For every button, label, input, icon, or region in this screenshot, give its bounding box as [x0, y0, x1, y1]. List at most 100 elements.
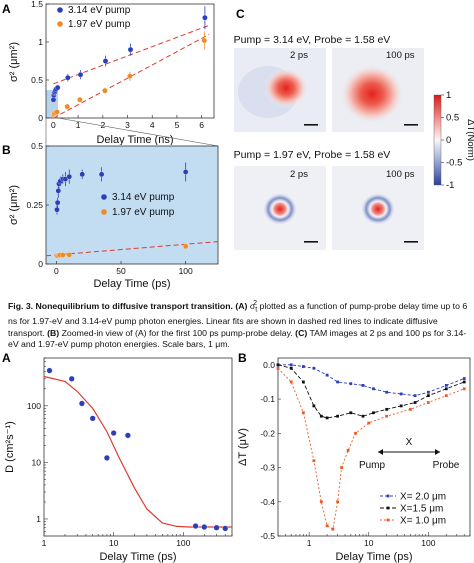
legend-label: X= 1.0 μm: [400, 516, 446, 527]
data-point: [201, 524, 208, 530]
legend-marker: [386, 506, 390, 510]
data-point: [102, 87, 108, 94]
x-tick-label: 0: [51, 120, 56, 130]
tam-spot: [340, 64, 404, 124]
y-tick-label: 10: [32, 457, 42, 467]
fig4a-axes: 1 10 100 1 10 100: [27, 357, 233, 548]
data-point: [325, 416, 329, 420]
data-point: [103, 454, 110, 461]
colorbar-tick-label: 1: [446, 90, 451, 101]
data-point: [60, 252, 66, 258]
caption-c-label: (C): [295, 327, 308, 338]
data-point: [110, 430, 117, 437]
y-tick-label: 1: [38, 37, 43, 47]
x-tick-label: 1: [76, 120, 81, 130]
inset-probe-label: Probe: [433, 460, 460, 471]
caption-b-label: (B): [47, 327, 60, 338]
colorbar-tick-label: 0.5: [446, 113, 459, 124]
panel-label-3b: B: [2, 143, 11, 157]
y-tick-label: -0.5: [260, 531, 275, 541]
data-point: [361, 383, 365, 387]
panel-label-3a: A: [2, 2, 11, 16]
scale-bar: [404, 241, 418, 243]
data-point: [102, 58, 109, 64]
data-point: [127, 73, 133, 79]
series-line: [277, 364, 465, 419]
data-point: [213, 524, 220, 531]
data-point: [354, 431, 357, 435]
fig3a-xlabel: Delay Time (ns): [96, 134, 173, 145]
data-point: [289, 366, 293, 370]
data-point: [336, 380, 339, 384]
legend-marker-314: [101, 194, 107, 200]
y-tick-label: 0.0: [263, 360, 275, 370]
x-tick-label: 2: [100, 120, 105, 130]
legend-label-197: 1.97 eV pump: [68, 19, 131, 30]
data-point: [325, 373, 329, 377]
legend-label-197: 1.97 eV pump: [112, 207, 175, 218]
x-tick-label: 1: [307, 538, 312, 548]
x-tick-label: 10: [109, 538, 119, 548]
colorbar-tick-label: 0: [446, 135, 451, 146]
data-point: [77, 71, 84, 78]
legend-marker-197: [57, 21, 63, 27]
inset-pump-label: Pump: [359, 460, 386, 471]
data-point: [426, 390, 430, 394]
y-tick-label: 0: [38, 113, 43, 123]
fig3a-chart: A 0 1 2 3 4 5 6 0 0.5 1 1.5 Delay Time (ns) σ² (μm…: [2, 0, 215, 145]
data-point: [301, 380, 305, 384]
data-point: [444, 387, 448, 391]
data-point: [127, 46, 134, 53]
data-point: [331, 527, 335, 531]
data-point: [413, 394, 417, 398]
tam-time-label: 2 ps: [290, 50, 308, 61]
tam-time-label: 2 ps: [290, 169, 308, 180]
y-tick-label: 1: [36, 514, 41, 524]
data-point: [325, 524, 329, 528]
y-tick-label: 0.25: [26, 200, 43, 210]
data-point: [340, 466, 343, 469]
caption-a-label: (A): [235, 300, 248, 311]
legend-label-314: 3.14 eV pump: [68, 5, 131, 16]
data-point: [68, 375, 75, 382]
data-point: [46, 367, 53, 374]
caption-a-sup: 2: [253, 300, 258, 307]
data-point: [426, 394, 430, 398]
fig4b-ylabel: ΔT (μV): [237, 428, 249, 466]
data-point: [55, 188, 62, 194]
x-tick-label: 100: [421, 538, 435, 548]
model-curve: [43, 375, 232, 528]
data-point: [462, 387, 466, 391]
colorbar-tick-label: -1: [446, 180, 454, 191]
data-point: [276, 363, 280, 367]
data-point: [202, 14, 208, 21]
x-tick-label: 10: [364, 538, 374, 548]
fig3b-legend: 3.14 eV pump 1.97 eV pump: [101, 192, 175, 218]
legend-marker-197: [101, 209, 107, 215]
x-tick-label: 5: [175, 120, 180, 130]
data-point: [385, 414, 389, 418]
fig3b-marks: [45, 162, 219, 259]
fig3a-marks: [50, 6, 210, 119]
panel-label-3c: C: [236, 7, 245, 21]
data-point: [346, 449, 350, 452]
legend-label-314: 3.14 eV pump: [112, 192, 175, 203]
plot-frame: [277, 357, 471, 537]
x-tick-label: 4: [150, 120, 155, 130]
data-point: [361, 414, 365, 418]
data-point: [319, 500, 323, 504]
y-tick-label: -0.2: [260, 428, 275, 438]
caption-b-text: Zoomed-in view of (A) for the first 100 …: [61, 327, 293, 338]
data-point: [54, 199, 61, 206]
data-point: [385, 390, 389, 394]
x-tick-label: 3: [125, 120, 130, 130]
legend-marker: [386, 518, 390, 522]
y-tick-label: -0.1: [260, 394, 275, 404]
data-point: [413, 401, 417, 404]
data-point: [399, 404, 403, 408]
data-point: [312, 459, 316, 463]
tam-spot: [263, 193, 297, 225]
fig3c-tam-images: C Pump = 3.14 eV, Probe = 1.58 eV 2 ps 1…: [234, 7, 474, 250]
fig4b-marks: [276, 363, 466, 531]
fig4a-marks: [43, 367, 232, 532]
